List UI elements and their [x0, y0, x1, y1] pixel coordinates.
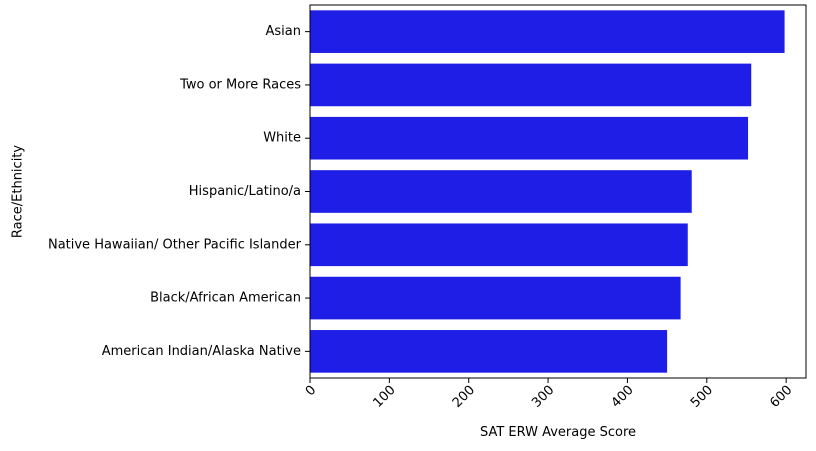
x-tick-label: 0 [303, 383, 319, 399]
y-tick-label: Asian [266, 24, 301, 39]
bar-hispanic-latino-a [310, 170, 692, 213]
bar-american-indian-alaska-native [310, 330, 668, 373]
y-tick-label: White [263, 131, 301, 146]
y-axis-label: Race/Ethnicity [11, 145, 26, 238]
bar-black-african-american [310, 276, 681, 320]
y-tick-label: Hispanic/Latino/a [189, 184, 301, 199]
bar-native-hawaiian-other-pacific-islander [310, 223, 688, 267]
x-tick-label: 600 [767, 383, 795, 411]
x-tick-label: 500 [688, 383, 716, 411]
bars-group [310, 10, 785, 373]
x-tick-label: 100 [371, 383, 399, 411]
bar-asian [310, 10, 785, 53]
x-tick-label: 400 [609, 383, 637, 411]
bar-white [310, 116, 749, 160]
y-tick-label: American Indian/Alaska Native [102, 344, 301, 359]
y-tick-label: Black/African American [150, 291, 301, 306]
y-tick-label: Native Hawaiian/ Other Pacific Islander [48, 237, 302, 252]
plot-frame [309, 4, 807, 379]
bar-two-or-more-races [310, 63, 752, 107]
x-ticks: 0 100 200 300 400 500 600 [303, 378, 795, 411]
y-tick-labels: Asian Two or More Races White Hispanic/Lati… [48, 24, 310, 359]
y-tick-label: Two or More Races [179, 77, 301, 92]
x-tick-label: 300 [529, 383, 557, 411]
x-axis-label: SAT ERW Average Score [480, 425, 636, 440]
x-tick-label: 200 [450, 383, 478, 411]
